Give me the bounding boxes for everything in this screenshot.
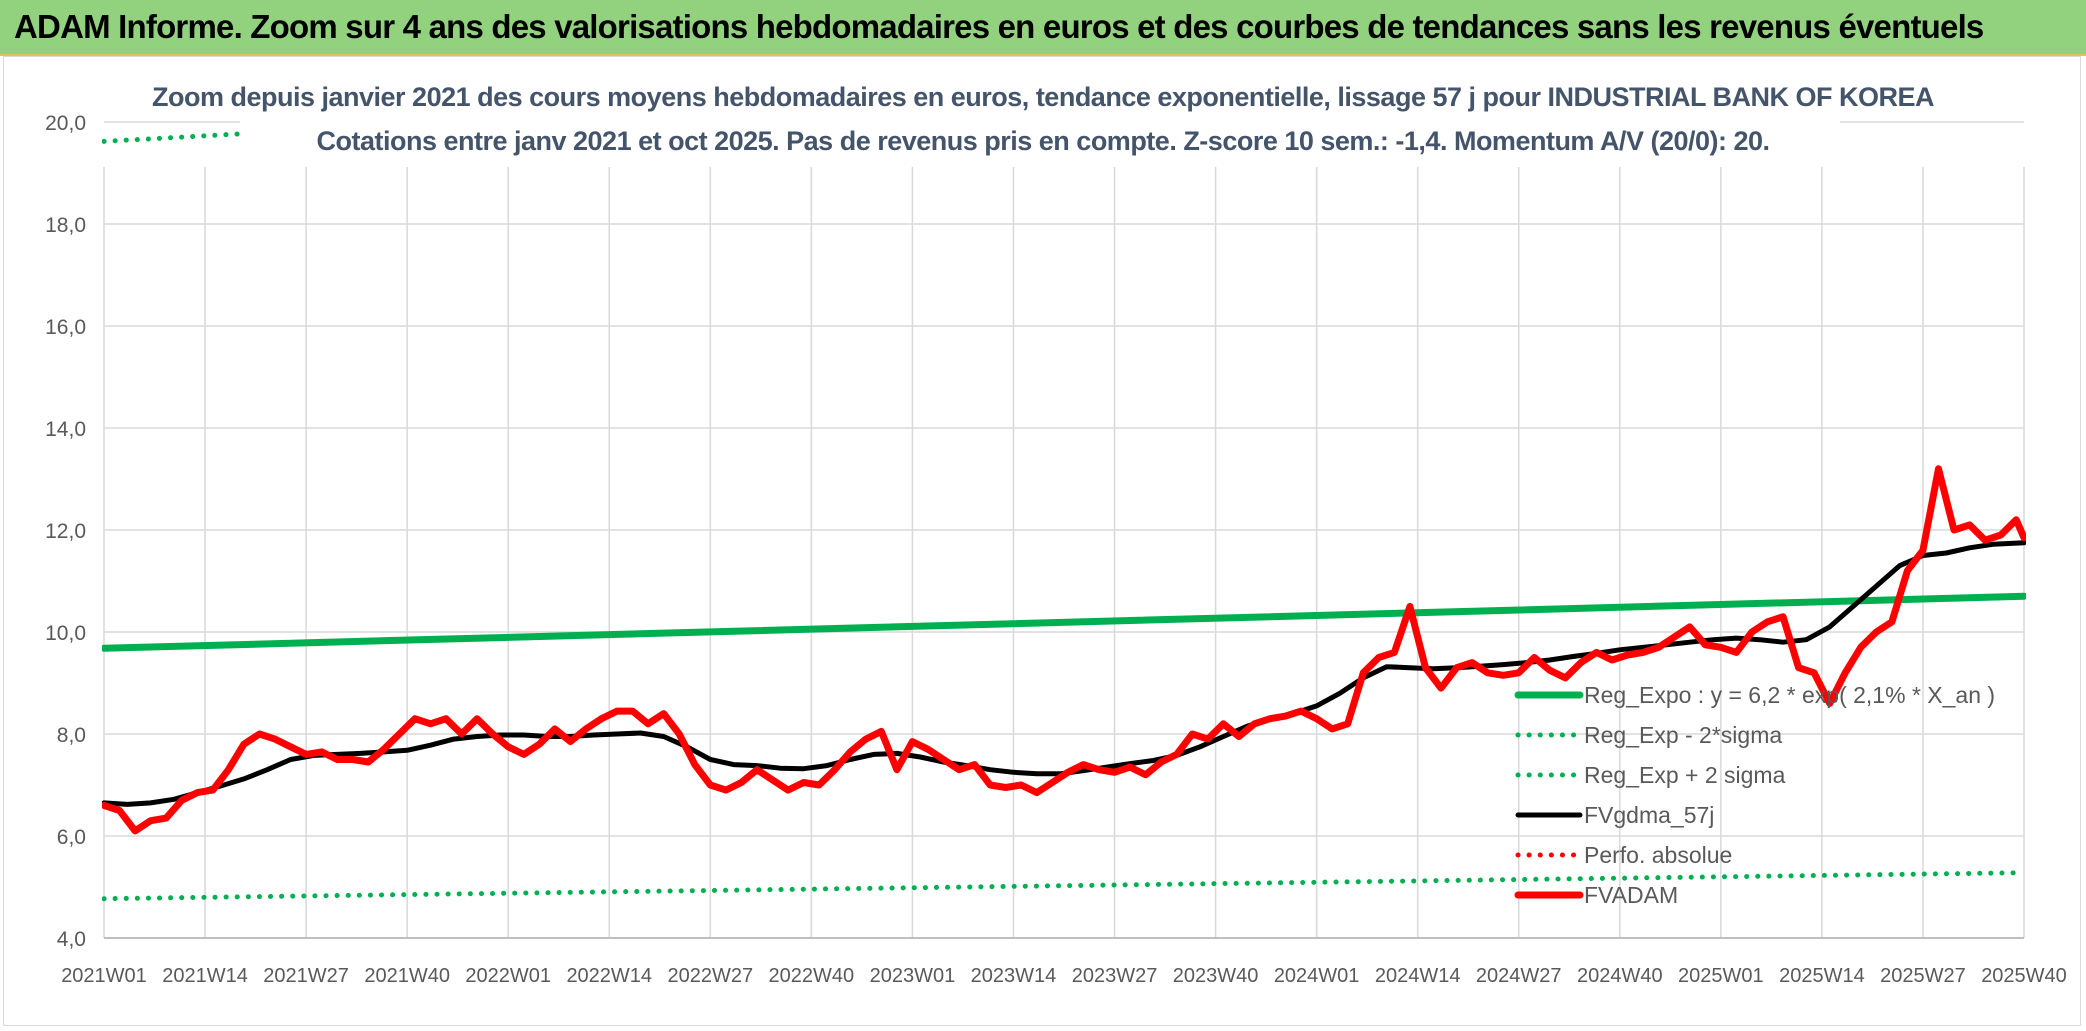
y-tick-label: 10,0: [45, 622, 86, 645]
y-tick-label: 16,0: [45, 316, 86, 339]
x-tick-label: 2021W01: [61, 965, 147, 987]
x-tick-label: 2022W01: [465, 965, 551, 987]
x-tick-label: 2022W27: [668, 965, 754, 987]
legend-label: FVgdma_57j: [1584, 802, 1714, 828]
x-tick-label: 2023W01: [870, 965, 956, 987]
banner: ADAM Informe. Zoom sur 4 ans des valoris…: [0, 0, 2086, 56]
x-tick-label: 2025W14: [1779, 965, 1865, 987]
legend-label: Reg_Expo : y = 6,2 * exp( 2,1% * X_an ): [1584, 682, 1995, 708]
y-tick-label: 8,0: [57, 724, 86, 747]
legend-label: Reg_Exp - 2*sigma: [1584, 722, 1782, 748]
banner-title: ADAM Informe. Zoom sur 4 ans des valoris…: [14, 8, 1984, 45]
y-tick-label: 4,0: [57, 928, 86, 951]
x-tick-label: 2024W01: [1274, 965, 1360, 987]
legend-label: Reg_Exp + 2 sigma: [1584, 762, 1786, 788]
x-tick-label: 2025W27: [1880, 965, 1966, 987]
x-tick-label: 2021W27: [263, 965, 349, 987]
y-tick-label: 20,0: [45, 112, 86, 135]
y-tick-label: 6,0: [57, 826, 86, 849]
x-tick-label: 2023W14: [971, 965, 1057, 987]
x-tick-label: 2023W40: [1173, 965, 1259, 987]
legend-label: FVADAM: [1584, 882, 1678, 908]
y-tick-label: 12,0: [45, 520, 86, 543]
x-tick-label: 2024W14: [1375, 965, 1461, 987]
chart-frame: [3, 56, 2081, 1026]
x-tick-label: 2024W40: [1577, 965, 1663, 987]
x-tick-label: 2023W27: [1072, 965, 1158, 987]
x-tick-label: 2025W40: [1981, 965, 2067, 987]
chart-title: Zoom depuis janvier 2021 des cours moyen…: [152, 82, 1934, 112]
chart-subtitle: Cotations entre janv 2021 et oct 2025. P…: [316, 126, 1770, 156]
x-tick-label: 2024W27: [1476, 965, 1562, 987]
series-line-5: [102, 465, 2026, 835]
x-tick-label: 2025W01: [1678, 965, 1764, 987]
title-mask: [240, 90, 1840, 164]
x-tick-label: 2022W40: [769, 965, 855, 987]
y-tick-label: 18,0: [45, 214, 86, 237]
legend-label: Perfo. absolue: [1584, 842, 1732, 868]
y-tick-label: 14,0: [45, 418, 86, 441]
series-line-0: [102, 592, 2026, 652]
x-tick-label: 2021W14: [162, 965, 248, 987]
series-line-1: [102, 870, 2026, 902]
x-tick-label: 2021W40: [364, 965, 450, 987]
x-tick-label: 2022W14: [566, 965, 652, 987]
